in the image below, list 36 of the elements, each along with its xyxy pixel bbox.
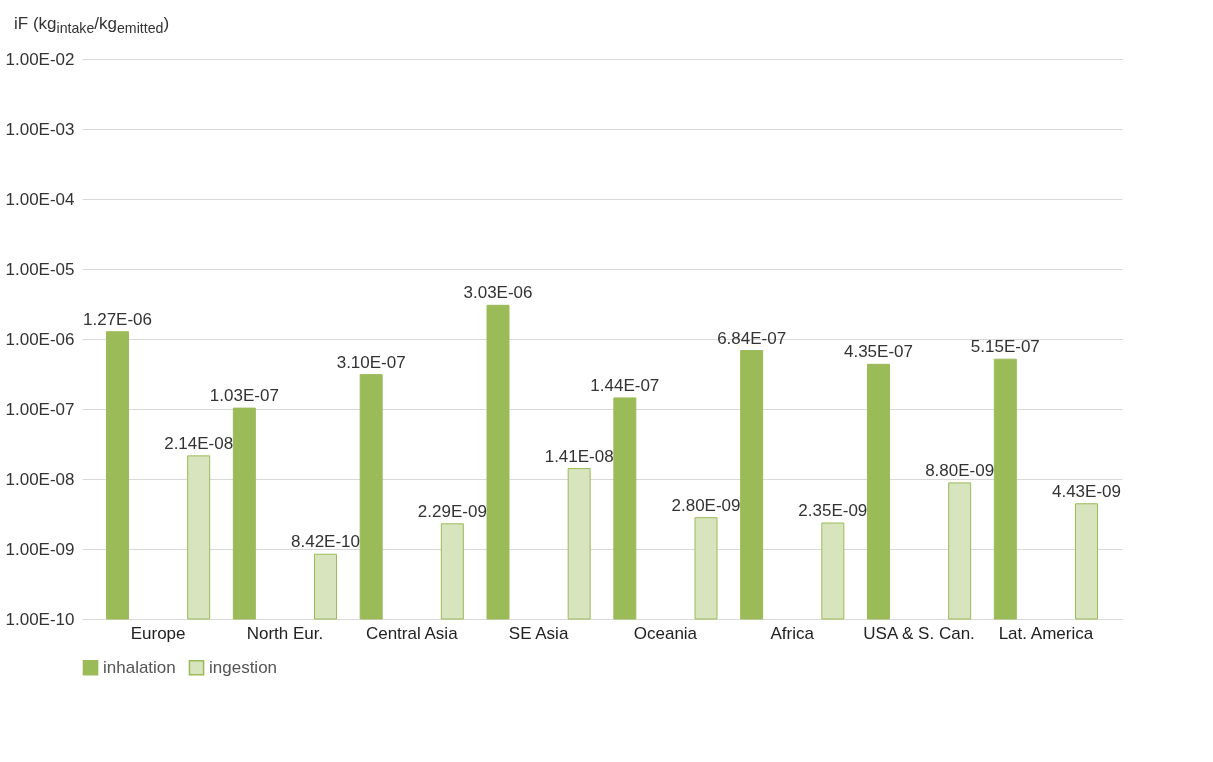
- data-label: 1.44E-07: [590, 375, 660, 395]
- data-label: 1.27E-06: [83, 309, 153, 329]
- data-label: 2.14E-08: [164, 433, 234, 453]
- data-label: 6.84E-07: [717, 328, 787, 348]
- data-label: 5.15E-07: [970, 337, 1040, 357]
- data-label: 8.42E-10: [291, 532, 361, 552]
- data-label: 2.35E-09: [798, 501, 868, 521]
- x-tick-label: SE Asia: [508, 623, 569, 643]
- y-tick-label: 1.00E-07: [5, 399, 75, 419]
- x-tick-label: Lat. America: [998, 623, 1094, 643]
- x-tick-label: Africa: [770, 623, 815, 643]
- data-label: 3.10E-07: [336, 352, 406, 372]
- x-tick-label: Europe: [130, 623, 186, 643]
- y-tick-label: 1.00E-08: [5, 469, 75, 489]
- data-label: 3.03E-06: [463, 283, 533, 303]
- legend-label: ingestion: [209, 657, 278, 677]
- data-label: 1.41E-08: [544, 446, 614, 466]
- y-axis-title: iF (kg$_{intake}$/kg$_{emitted}$): [14, 10, 170, 43]
- x-tick-label: USA & S. Can.: [863, 623, 975, 643]
- y-tick-label: 1.00E-05: [5, 259, 75, 279]
- y-tick-label: 1.00E-06: [5, 329, 75, 349]
- y-tick-label: 1.00E-09: [5, 539, 75, 559]
- data-label: 1.03E-07: [209, 386, 279, 406]
- x-tick-label: Oceania: [633, 623, 698, 643]
- data-label: 4.35E-07: [843, 342, 913, 362]
- data-label: 4.43E-09: [1051, 481, 1121, 501]
- x-tick-label: Central Asia: [365, 623, 459, 643]
- data-label: 2.80E-09: [671, 495, 741, 515]
- y-tick-label: 1.00E-02: [5, 49, 75, 69]
- data-label: 8.80E-09: [925, 460, 995, 480]
- y-tick-label: 1.00E-04: [5, 189, 75, 209]
- data-label: 2.29E-09: [417, 501, 487, 521]
- y-tick-label: 1.00E-10: [5, 609, 75, 629]
- y-tick-label: 1.00E-03: [5, 119, 75, 139]
- legend-label: inhalation: [103, 657, 176, 677]
- x-tick-label: North Eur.: [246, 623, 324, 643]
